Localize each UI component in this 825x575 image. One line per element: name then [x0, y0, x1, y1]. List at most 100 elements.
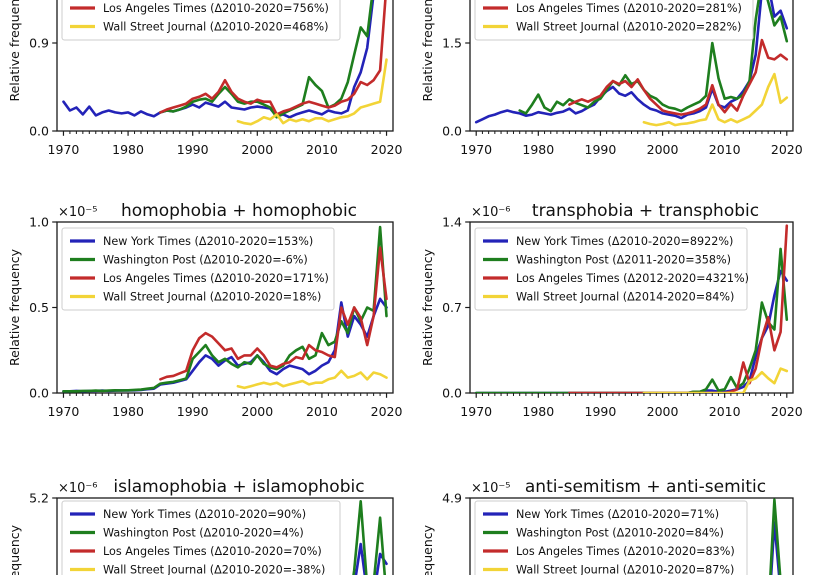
y-axis-label: Relative frequency: [7, 0, 22, 102]
y-axis-label: Relative frequency: [420, 248, 435, 366]
x-tick-label: 1980: [522, 404, 554, 419]
legend-label: Los Angeles Times (Δ2010-2020=171%): [103, 272, 329, 285]
chart-homophobia-homophobic: 1970 1980 1990 2000 2010 2020 0.0 0.5 1.0 ×10⁻⁵ ho…: [7, 201, 402, 419]
x-tick-label: 1970: [48, 142, 80, 157]
series-wall-street-journal: [642, 72, 789, 127]
y-tick-label: 1.0: [29, 214, 49, 229]
legend-item-washington-post: Washington Post (Δ2010-2020=4%): [70, 527, 304, 540]
x-tick-label: 2010: [709, 404, 741, 419]
chart-top-left: 1970 1980 1990 2000 2010 2020 0.0 0.9 Relative f…: [7, 0, 402, 157]
x-tick-label: 2000: [241, 142, 273, 157]
legend-label: New York Times (Δ2010-2020=90%): [103, 508, 306, 521]
x-tick-label: 2010: [306, 404, 338, 419]
legend-item-washington-post: Washington Post (Δ2011-2020=358%): [483, 254, 731, 267]
legend-item-wall-street-journal: Wall Street Journal (Δ2010-2020=87%): [483, 564, 734, 575]
y-tick-label: 1.4: [442, 214, 462, 229]
series-los-angeles-times: [159, 246, 388, 381]
y-tick-label: 0.0: [442, 123, 462, 138]
legend-item-new-york-times: New York Times (Δ2010-2020=90%): [70, 508, 306, 521]
legend-label: Wall Street Journal (Δ2010-2020=18%): [103, 291, 321, 304]
legend: Los Angeles Times (Δ2010-2020=756%) Wall …: [61, 0, 341, 41]
series-los-angeles-times: [159, 0, 387, 116]
series-washington-post: [474, 247, 789, 393]
axis-offset-label: ×10⁻⁵: [471, 481, 511, 496]
legend-label: New York Times (Δ2010-2020=8922%): [516, 235, 733, 248]
legend-label: Los Angeles Times (Δ2010-2020=70%): [103, 545, 322, 558]
legend-item-los-angeles-times: Los Angeles Times (Δ2010-2020=756%): [70, 2, 329, 15]
chart-anti-semitism-anti-semitic: 4.9 ×10⁻⁵ anti-semitism + anti-semitic Rela…: [420, 477, 794, 575]
y-tick-label: 0.5: [29, 300, 49, 315]
legend-item-new-york-times: New York Times (Δ2010-2020=153%): [70, 235, 313, 248]
legend-item-new-york-times: New York Times (Δ2010-2020=8922%): [483, 235, 733, 248]
legend-item-washington-post: Washington Post (Δ2010-2020=-6%): [70, 254, 308, 267]
series-new-york-times: [62, 0, 375, 119]
chart-title: homophobia + homophobic: [121, 201, 357, 221]
legend: New York Times (Δ2010-2020=153%) Washingt…: [61, 227, 335, 311]
chart-title: islamophobia + islamophobic: [113, 477, 364, 497]
axes-frame: [469, 497, 794, 575]
y-tick-label: 4.9: [442, 490, 462, 505]
y-tick-label: 0.7: [442, 300, 462, 315]
y-axis-label: Relative frequency: [7, 248, 22, 366]
x-tick-label: 1990: [177, 404, 209, 419]
x-tick-label: 2020: [371, 142, 403, 157]
legend-box: [474, 0, 754, 41]
legend-item-wall-street-journal: Wall Street Journal (Δ2010-2020=282%): [483, 21, 742, 34]
x-tick-label: 1970: [460, 404, 492, 419]
x-tick-label: 2000: [241, 404, 273, 419]
legend-item-los-angeles-times: Los Angeles Times (Δ2010-2020=83%): [483, 545, 735, 558]
axis-offset-label: ×10⁻⁵: [58, 205, 98, 220]
x-tick-label: 1980: [112, 404, 144, 419]
legend-box: [474, 500, 748, 575]
legend-box: [61, 0, 341, 41]
x-tick-label: 1980: [522, 142, 554, 157]
legend: New York Times (Δ2010-2020=71%) Washingto…: [474, 500, 748, 575]
chart-title: anti-semitism + anti-semitic: [525, 477, 766, 497]
legend-item-los-angeles-times: Los Angeles Times (Δ2012-2020=4321%): [483, 272, 749, 285]
x-tick-label: 2000: [647, 404, 679, 419]
legend-label: Los Angeles Times (Δ2010-2020=756%): [103, 2, 329, 15]
legend-label: Wall Street Journal (Δ2010-2020=-38%): [103, 564, 325, 575]
series-wall-street-journal: [236, 58, 388, 126]
legend-label: Washington Post (Δ2010-2020=4%): [103, 527, 304, 540]
legend-label: Los Angeles Times (Δ2010-2020=281%): [516, 2, 742, 15]
y-tick-label: 0.0: [29, 123, 49, 138]
x-tick-label: 1990: [585, 142, 617, 157]
x-tick-label: 2020: [371, 404, 403, 419]
legend-label: Washington Post (Δ2010-2020=84%): [516, 527, 724, 540]
chart-title: transphobia + transphobic: [532, 201, 759, 221]
legend: Los Angeles Times (Δ2010-2020=281%) Wall …: [474, 0, 754, 41]
series-los-angeles-times: [568, 38, 789, 116]
legend-item-wall-street-journal: Wall Street Journal (Δ2014-2020=84%): [483, 291, 734, 304]
legend-item-los-angeles-times: Los Angeles Times (Δ2010-2020=171%): [70, 272, 329, 285]
series-wall-street-journal: [236, 369, 388, 390]
series-new-york-times: [474, 0, 789, 124]
chart-transphobia-transphobic: 1970 1980 1990 2000 2010 2020 0.0 0.7 1.4 ×10⁻⁶ tr…: [420, 201, 803, 419]
legend-item-los-angeles-times: Los Angeles Times (Δ2010-2020=70%): [70, 545, 322, 558]
y-axis-label: Relative frequency: [420, 0, 435, 102]
y-tick-label: 0.0: [29, 385, 49, 400]
legend: New York Times (Δ2010-2020=8922%) Washing…: [474, 227, 749, 311]
series-wall-street-journal: [642, 367, 789, 393]
y-tick-label: 5.2: [29, 490, 49, 505]
legend-item-washington-post: Washington Post (Δ2010-2020=84%): [483, 527, 724, 540]
legend-item-wall-street-journal: Wall Street Journal (Δ2010-2020=-38%): [70, 564, 325, 575]
legend-box: [61, 500, 341, 575]
legend-label: Wall Street Journal (Δ2010-2020=468%): [103, 21, 329, 34]
x-tick-label: 1990: [177, 142, 209, 157]
y-axis-label: Relative frequency: [7, 524, 22, 575]
x-tick-label: 2010: [306, 142, 338, 157]
axis-offset-label: ×10⁻⁶: [58, 481, 98, 496]
x-tick-label: 1990: [585, 404, 617, 419]
legend-label: New York Times (Δ2010-2020=71%): [516, 508, 719, 521]
legend-label: New York Times (Δ2010-2020=153%): [103, 235, 313, 248]
legend-item-wall-street-journal: Wall Street Journal (Δ2010-2020=468%): [70, 21, 329, 34]
legend-label: Washington Post (Δ2010-2020=-6%): [103, 254, 308, 267]
series-washington-post: [159, 0, 373, 119]
axis-offset-label: ×10⁻⁶: [471, 205, 511, 220]
x-tick-label: 2020: [771, 142, 803, 157]
series-new-york-times: [62, 297, 388, 393]
legend-label: Los Angeles Times (Δ2010-2020=83%): [516, 545, 735, 558]
chart-top-right: 1970 1980 1990 2000 2010 2020 0.0 1.5 Relative f…: [420, 0, 803, 157]
